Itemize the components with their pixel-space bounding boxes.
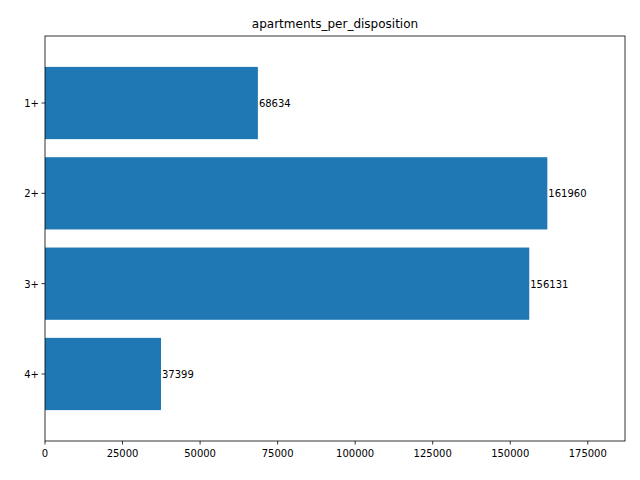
tick-label: 50000 — [184, 448, 216, 459]
tick — [432, 441, 433, 445]
tick — [45, 441, 46, 445]
category-label: 2+ — [24, 188, 39, 199]
data-label: 156131 — [530, 279, 568, 290]
bars — [45, 67, 547, 410]
tick-label: 25000 — [107, 448, 139, 459]
title: apartments_per_disposition — [252, 17, 418, 31]
category-label: 3+ — [24, 279, 39, 290]
tick — [42, 193, 46, 194]
bar — [45, 248, 529, 320]
tick — [355, 441, 356, 445]
tick-label: 150000 — [491, 448, 529, 459]
data-label: 161960 — [548, 188, 586, 199]
data-label: 37399 — [162, 369, 194, 380]
tick-label: 0 — [42, 448, 48, 459]
tick — [42, 103, 46, 104]
tick — [277, 441, 278, 445]
tick — [42, 283, 46, 284]
tick — [587, 441, 588, 445]
tick-label: 125000 — [414, 448, 452, 459]
frame — [45, 36, 625, 441]
tick — [42, 373, 46, 374]
category-label: 4+ — [24, 369, 39, 380]
tick-label: 100000 — [336, 448, 374, 459]
chart: apartments_per_disposition 68634 161960 156… — [0, 0, 640, 480]
category-label: 1+ — [24, 98, 39, 109]
bar — [45, 338, 161, 410]
tick-label: 175000 — [569, 448, 607, 459]
tick — [122, 441, 123, 445]
tick — [200, 441, 201, 445]
data-label: 68634 — [259, 98, 291, 109]
tick-label: 75000 — [262, 448, 294, 459]
bar — [45, 157, 547, 229]
bar — [45, 67, 258, 139]
tick — [510, 441, 511, 445]
